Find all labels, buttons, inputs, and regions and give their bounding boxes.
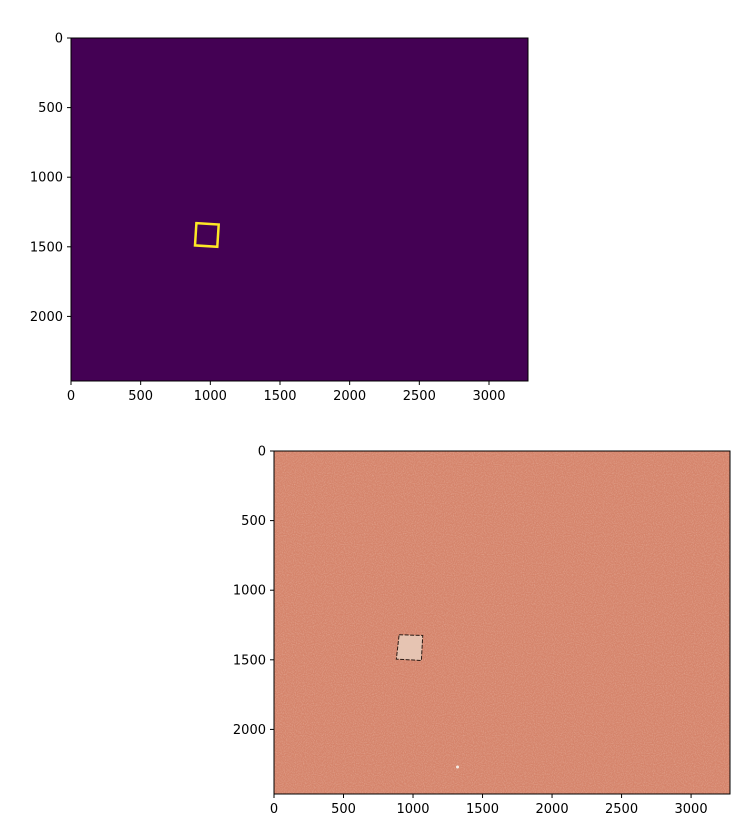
x-tick-label: 2000 (536, 802, 569, 817)
x-tick-label: 500 (331, 802, 356, 817)
bright-speck (456, 765, 460, 769)
y-tick-label: 0 (258, 445, 266, 460)
x-tick-label: 1000 (194, 389, 227, 404)
y-tick-label: 1000 (30, 171, 63, 186)
x-tick-label: 1000 (396, 802, 429, 817)
y-axis: 0 500 1000 1500 2000 (233, 445, 274, 738)
x-tick-label: 2500 (403, 389, 436, 404)
heatmap-background (71, 38, 528, 381)
y-tick-label: 500 (241, 514, 266, 529)
y-tick-label: 2000 (233, 723, 266, 738)
y-tick-label: 500 (38, 101, 63, 116)
x-axis: 0 500 1000 1500 2000 2500 3000 (270, 794, 708, 817)
x-tick-label: 1500 (263, 389, 296, 404)
square-object (395, 634, 424, 662)
mask-heatmap-panel: 0 500 1000 1500 2000 2500 3000 0 500 1000 1500 200… (30, 32, 529, 404)
x-tick-label: 0 (270, 802, 278, 817)
mask-outline (193, 221, 221, 249)
photo-panel: 0 500 1000 1500 2000 2500 3000 0 500 1000 1500 200… (233, 445, 731, 817)
y-tick-label: 2000 (30, 310, 63, 325)
x-tick-label: 0 (67, 389, 75, 404)
x-tick-label: 1500 (466, 802, 499, 817)
x-tick-label: 2000 (333, 389, 366, 404)
x-tick-label: 500 (128, 389, 153, 404)
axes-frame (70, 37, 529, 382)
axes-frame (273, 450, 731, 795)
ground-texture (274, 451, 730, 794)
y-axis: 0 500 1000 1500 2000 (30, 32, 71, 325)
x-tick-label: 3000 (675, 802, 708, 817)
y-tick-label: 1500 (233, 653, 266, 668)
y-tick-label: 0 (55, 32, 63, 47)
x-tick-label: 3000 (472, 389, 505, 404)
x-axis: 0 500 1000 1500 2000 2500 3000 (67, 381, 506, 404)
y-tick-label: 1000 (233, 584, 266, 599)
y-tick-label: 1500 (30, 240, 63, 255)
x-tick-label: 2500 (605, 802, 638, 817)
